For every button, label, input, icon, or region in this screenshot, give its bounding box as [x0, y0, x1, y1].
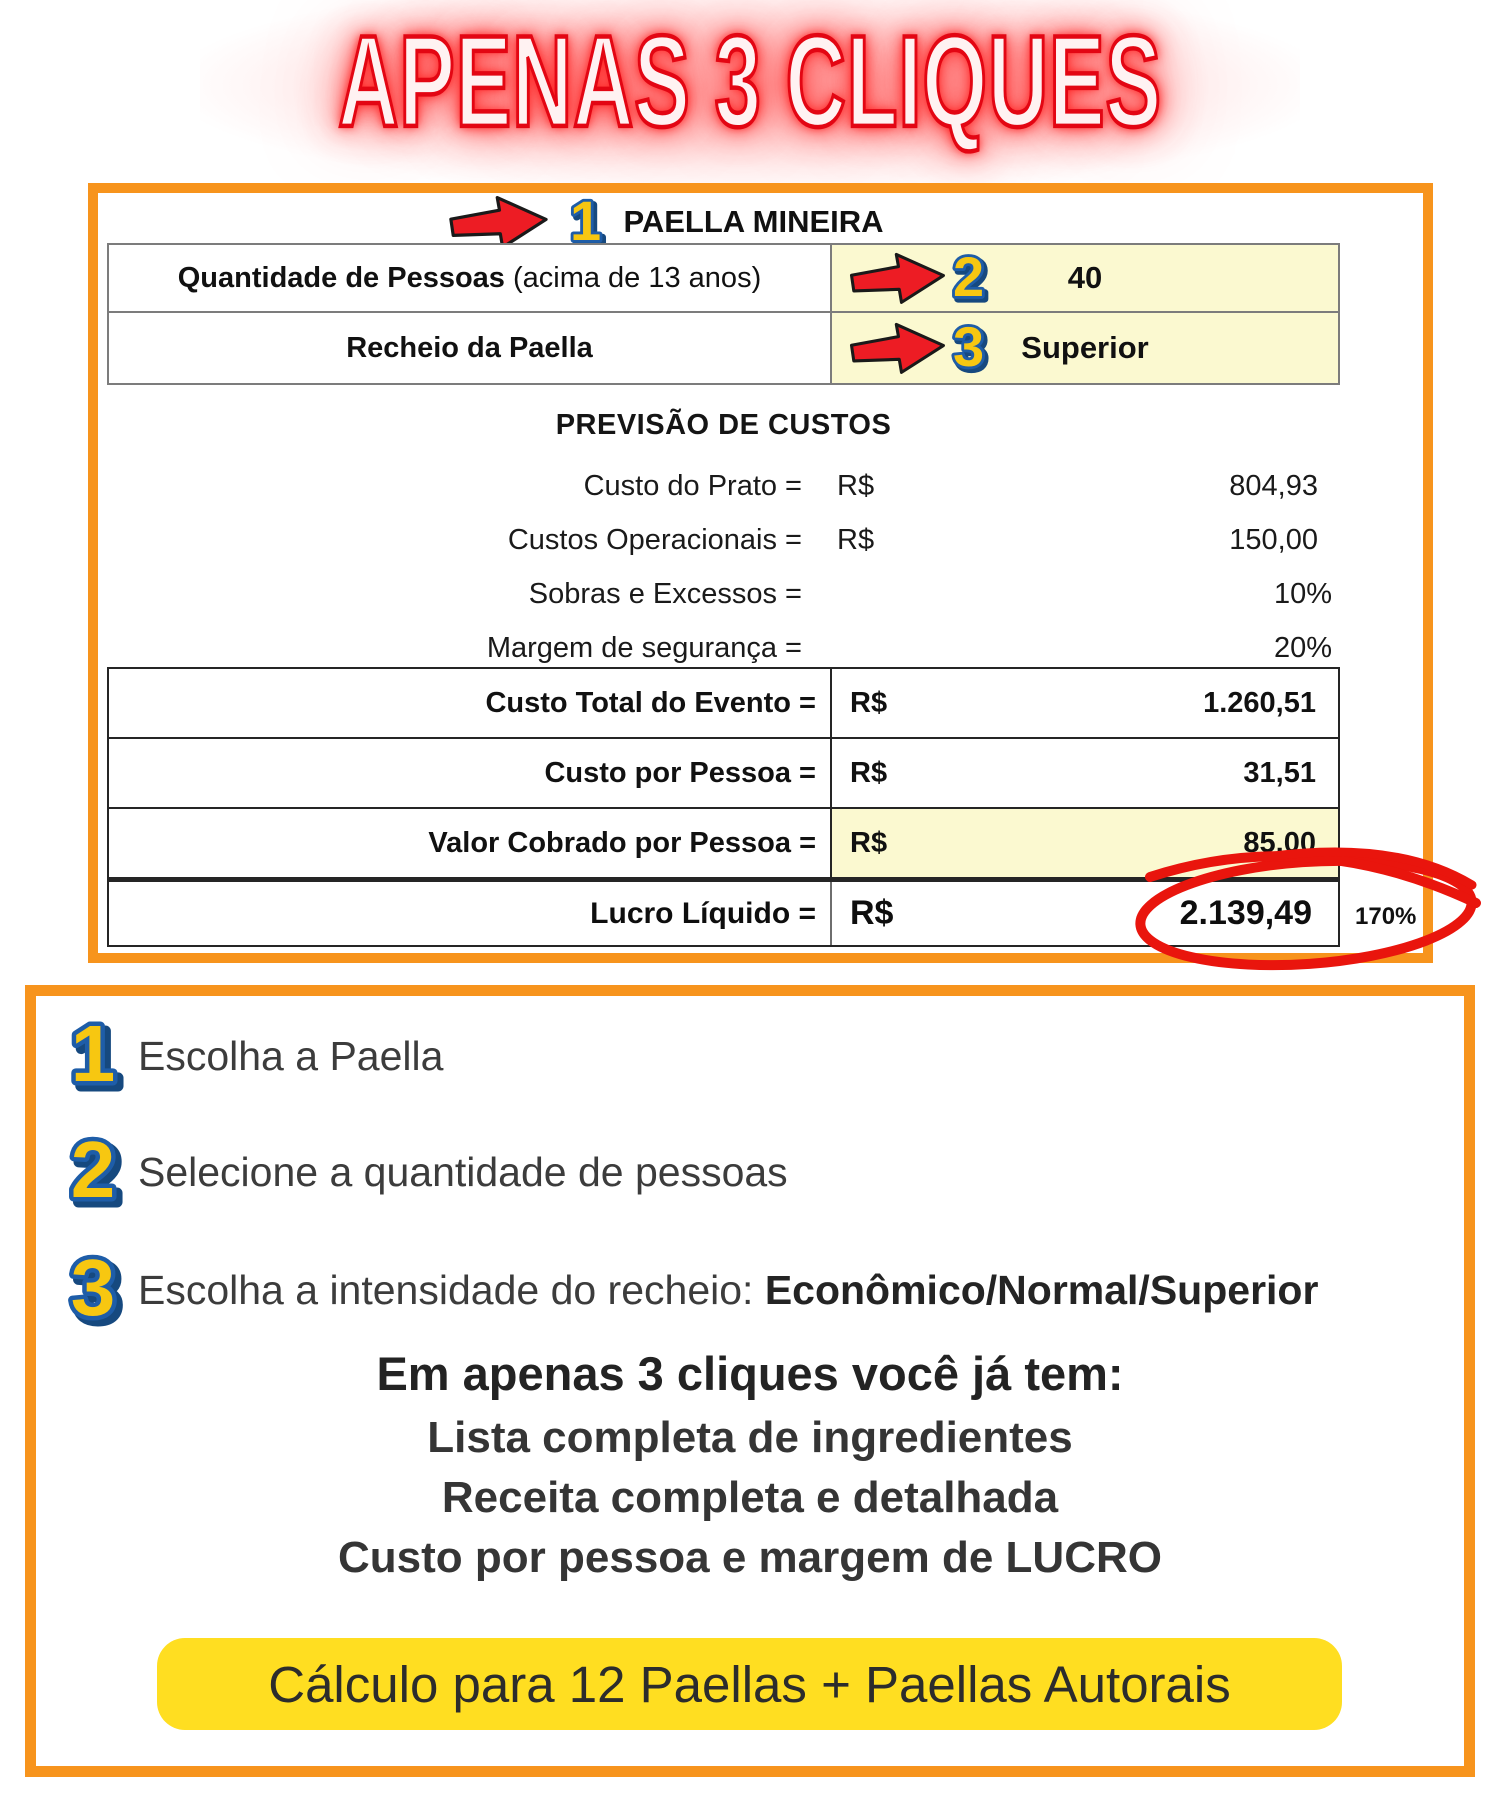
currency-symbol: R$	[832, 826, 922, 860]
total-value: 1.260,51	[1203, 686, 1316, 719]
people-count-row: Quantidade de Pessoas (acima de 13 anos)…	[107, 243, 1340, 313]
step-1-text: Escolha a Paella	[138, 1033, 443, 1080]
svg-text:3: 3	[953, 315, 984, 378]
step-3-badge-icon: 3 3	[66, 1244, 126, 1336]
svg-text:2: 2	[71, 1126, 116, 1214]
cost-line-leftovers: Sobras e Excessos = 10%	[107, 567, 1340, 621]
paella-name[interactable]: PAELLA MINEIRA	[623, 204, 884, 239]
currency-symbol: R$	[850, 686, 888, 719]
cost-forecast-title: PREVISÃO DE CUSTOS	[555, 409, 892, 441]
cost-value: 804,93	[1229, 469, 1318, 502]
cost-line-operational: Custos Operacionais = R$ 150,00	[107, 513, 1340, 567]
calculator-header: 1 1 PAELLA MINEIRA	[3, 189, 1328, 255]
step-2-badge-icon: 2 2	[66, 1126, 126, 1218]
cost-line-dish: Custo do Prato = R$ 804,93	[107, 459, 1340, 513]
total-label: Custo por Pessoa =	[109, 739, 832, 807]
benefit-recipe: Receita completa e detalhada	[441, 1473, 1059, 1522]
people-count-label-rest: (acima de 13 anos)	[504, 261, 762, 294]
svg-text:3: 3	[956, 318, 987, 381]
charged-per-person-row[interactable]: Valor Cobrado por Pessoa = R$ 85,00	[107, 807, 1340, 879]
cost-label: Custos Operacionais =	[507, 523, 802, 556]
currency-symbol: R$	[837, 469, 875, 502]
step-item-2: 2 2 Selecione a quantidade de pessoas	[36, 1124, 788, 1220]
currency-symbol: R$	[850, 756, 888, 789]
red-arrow-icon	[849, 322, 945, 374]
step-item-3: 3 3 Escolha a intensidade do recheio: Ec…	[36, 1240, 1318, 1340]
step-2-badge-icon: 2 2	[950, 245, 990, 311]
benefits-heading: Em apenas 3 cliques você já tem:	[376, 1347, 1124, 1400]
svg-text:3: 3	[71, 1244, 116, 1332]
currency-symbol: R$	[850, 894, 894, 932]
red-arrow-icon	[849, 252, 945, 304]
totals: Custo Total do Evento = R$ 1.260,51 Cust…	[107, 667, 1340, 879]
step-2-text: Selecione a quantidade de pessoas	[138, 1149, 788, 1196]
svg-text:2: 2	[956, 248, 987, 311]
svg-text:2: 2	[76, 1130, 121, 1218]
step-2-text-main: Selecione a quantidade de pessoas	[138, 1148, 788, 1195]
cost-label: Sobras e Excessos =	[528, 577, 802, 610]
cost-label: Margem de segurança =	[486, 631, 802, 664]
cost-value: 10%	[1273, 577, 1332, 610]
svg-text:2: 2	[953, 245, 984, 308]
net-profit-label: Lucro Líquido =	[109, 882, 832, 945]
filling-select[interactable]: 3 3 Superior	[832, 313, 1338, 383]
calculator-panel: 1 1 PAELLA MINEIRA Quantidade de Pessoas…	[88, 183, 1481, 971]
step-3-text-main: Escolha a intensidade do recheio:	[138, 1266, 765, 1313]
total-label: Custo Total do Evento =	[109, 669, 832, 737]
step-3-text-bold: Econômico/Normal/Superior	[764, 1266, 1319, 1313]
filling-label-bold: Recheio da Paella	[346, 331, 593, 364]
profit-percent: 170%	[1355, 903, 1417, 930]
cost-line-safety-margin: Margem de segurança = 20%	[107, 621, 1340, 675]
total-label: Valor Cobrado por Pessoa =	[109, 809, 832, 877]
people-count-select[interactable]: 2 2 40	[832, 245, 1338, 311]
cost-per-person-row: Custo por Pessoa = R$ 31,51	[107, 737, 1340, 809]
page-header: APENAS 3 CLIQUES	[0, 6, 1500, 156]
filling-label: Recheio da Paella	[109, 313, 832, 383]
cost-lines: Custo do Prato = R$ 804,93 Custos Operac…	[107, 459, 1340, 675]
red-arrow-icon	[449, 195, 549, 249]
total-value: 31,51	[1243, 756, 1316, 789]
filling-value: Superior	[1021, 330, 1149, 365]
page-title: APENAS 3 CLIQUES	[337, 6, 1163, 156]
svg-text:1: 1	[71, 1010, 116, 1098]
calculator-inputs: Quantidade de Pessoas (acima de 13 anos)…	[107, 243, 1340, 385]
people-count-label: Quantidade de Pessoas (acima de 13 anos)	[109, 245, 832, 311]
svg-text:3: 3	[76, 1248, 121, 1336]
step-1-badge-icon: 1 1	[66, 1010, 126, 1102]
total-value: 85,00	[922, 826, 1338, 860]
currency-symbol: R$	[837, 523, 875, 556]
svg-text:1: 1	[76, 1014, 121, 1102]
net-profit-value: 2.139,49	[1179, 894, 1312, 932]
step-3-text: Escolha a intensidade do recheio: Econôm…	[138, 1267, 1318, 1314]
filling-row: Recheio da Paella 3 3 Superior	[107, 311, 1340, 385]
offer-badge: Cálculo para 12 Paellas + Paellas Autora…	[157, 1638, 1342, 1730]
total-event-cost-row: Custo Total do Evento = R$ 1.260,51	[107, 667, 1340, 739]
people-count-label-bold: Quantidade de Pessoas	[177, 261, 505, 294]
step-3-badge-icon: 3 3	[950, 315, 990, 381]
step-item-1: 1 1 Escolha a Paella	[36, 1008, 443, 1104]
cost-label: Custo do Prato =	[583, 469, 802, 502]
cost-value: 150,00	[1229, 523, 1318, 556]
net-profit-row: Lucro Líquido = R$ 2.139,49	[107, 878, 1340, 947]
step-1-text-main: Escolha a Paella	[138, 1032, 444, 1079]
instructions-panel: 1 1 Escolha a Paella 2 2 Selecione a qua…	[25, 985, 1475, 1777]
people-count-value: 40	[1067, 260, 1103, 295]
benefit-ingredients: Lista completa de ingredientes	[427, 1413, 1073, 1462]
benefit-cost-margin: Custo por pessoa e margem de LUCRO	[338, 1533, 1162, 1582]
cost-value: 20%	[1273, 631, 1332, 664]
